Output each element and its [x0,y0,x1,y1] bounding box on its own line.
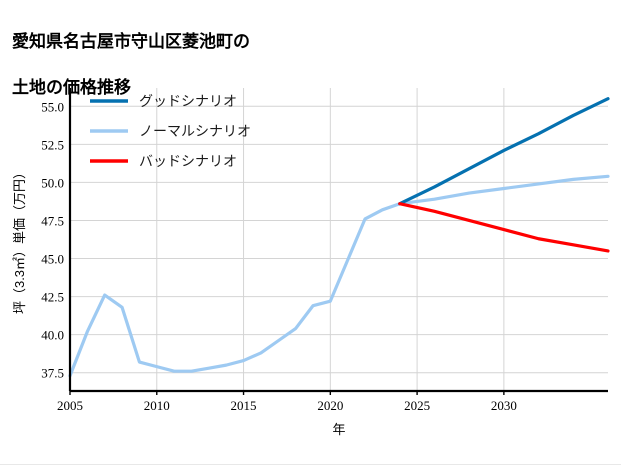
x-tick-label: 2010 [144,398,170,413]
x-tick-label: 2020 [317,398,343,413]
y-tick-label: 52.5 [41,137,64,152]
legend-label: バッドシナリオ [139,155,237,170]
y-tick-label: 37.5 [41,366,64,381]
series-line-normal [68,174,610,378]
x-tick-label: 2025 [404,398,430,413]
y-tick-label: 45.0 [41,252,64,267]
y-tick-label: 42.5 [41,290,64,305]
y-tick-label: 55.0 [41,99,64,114]
series-line-good [398,97,610,206]
series-line-bad [398,202,610,253]
axis-spines [68,88,608,393]
y-tick-labels: 37.5 40.0 42.5 45.0 47.5 50.0 52.5 55.0 [41,99,64,380]
x-axis-label: 年 [332,422,345,437]
chart-title: 愛知県名古屋市守山区菱池町の 土地の価格推移 [12,8,572,123]
x-tick-label: 2015 [231,398,257,413]
chart-title-line-1: 愛知県名古屋市守山区菱池町の [12,31,250,51]
x-tick-label: 2005 [57,398,83,413]
chart-title-line-2: 土地の価格推移 [12,77,131,97]
legend-label: ノーマルシナリオ [139,125,251,140]
series-group [68,97,610,378]
y-axis-label: 坪（3.3㎡）単価（万円） [12,166,27,314]
x-tick-label: 2030 [491,398,517,413]
legend-label: グッドシナリオ [139,94,237,110]
y-tick-label: 50.0 [41,175,64,190]
x-tick-labels: 2005 2010 2015 2020 2025 2030 [57,391,517,413]
y-tick-label: 40.0 [41,328,64,343]
y-tick-label: 47.5 [41,213,64,228]
